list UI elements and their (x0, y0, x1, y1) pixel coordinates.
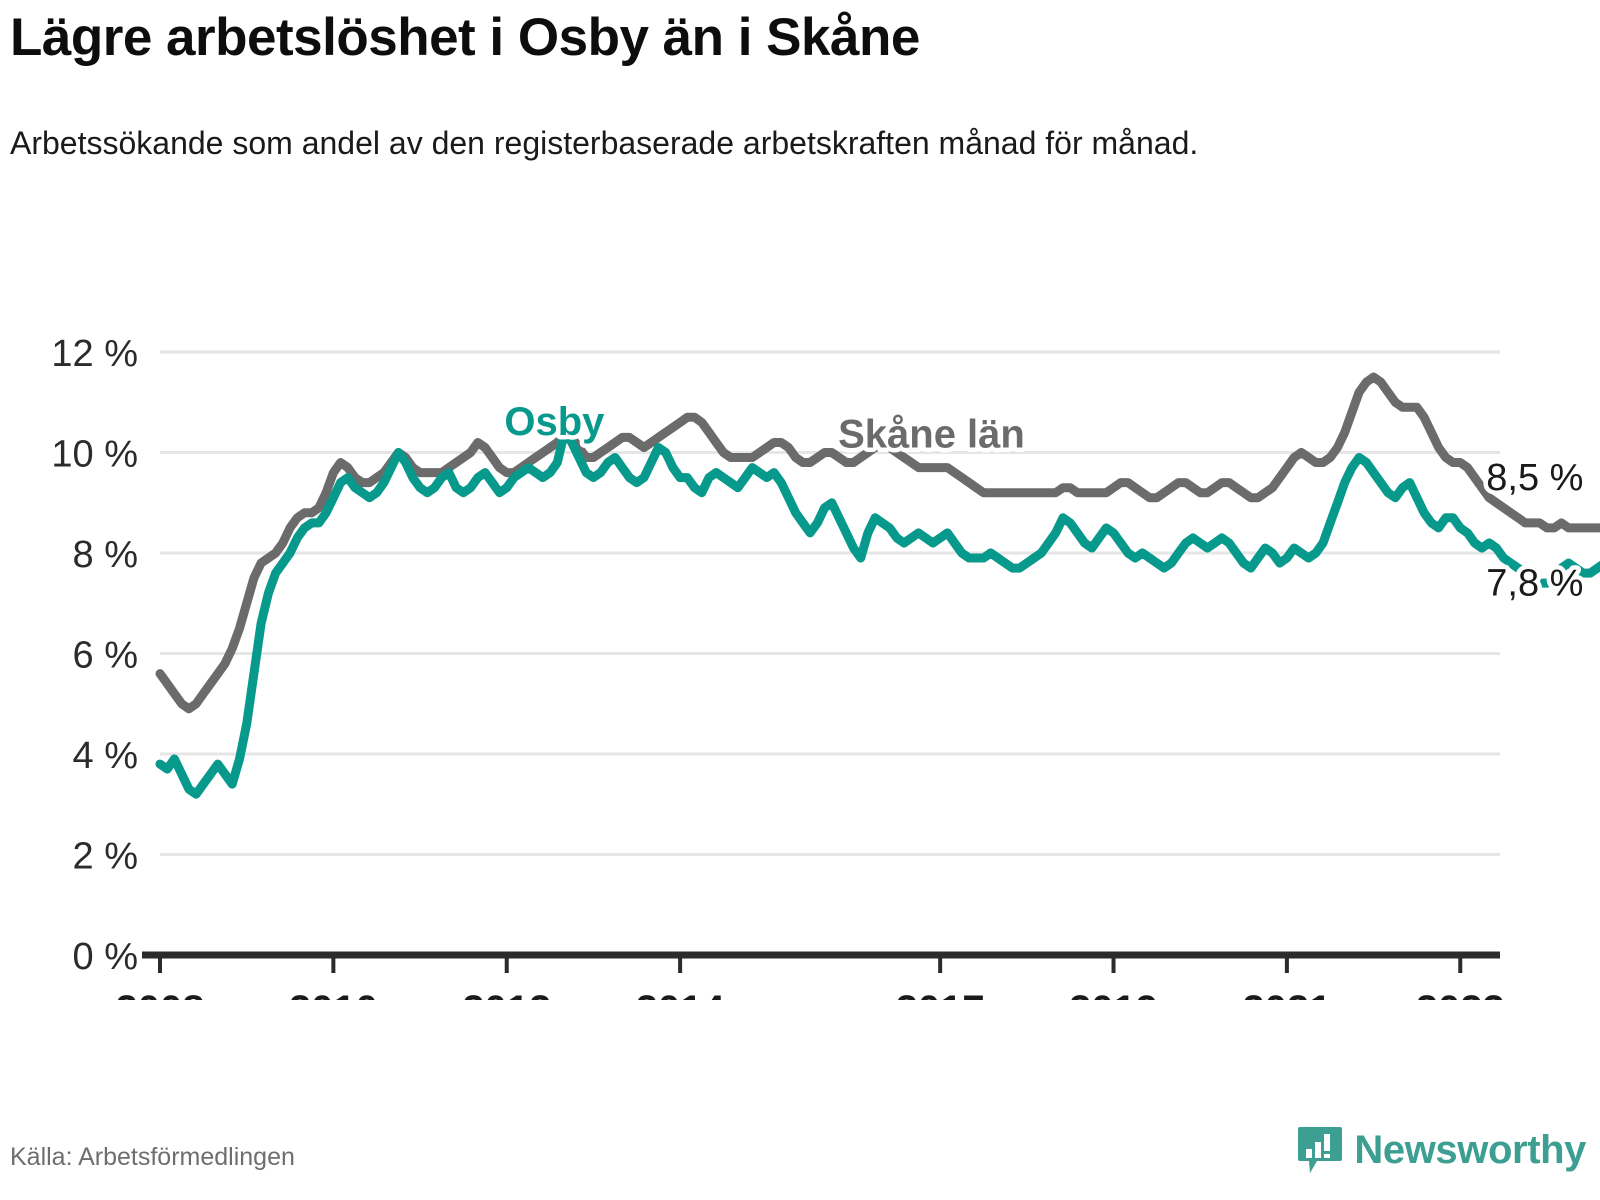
series-lines (155, 372, 1600, 799)
skane-inline-label-halo: Skåne län (838, 412, 1025, 456)
line-chart: 0 % 2 % 4 % 6 % 8 % 10 % 12 % 2008 2010 2012 2014… (51, 333, 1600, 1000)
skane-inline-label: Skåne län (838, 412, 1025, 456)
osby-inline-label-halo: Osby (504, 400, 605, 444)
x-tick-label: 2021 (1242, 988, 1331, 1000)
x-tick-label: 2014 (636, 988, 726, 1000)
osby-end-label-halo: 7,8 % (1486, 563, 1583, 605)
y-tick-label: 8 % (73, 534, 138, 576)
x-tick-label: 2008 (116, 988, 205, 1000)
y-tick-label: 6 % (73, 635, 138, 677)
x-tick-label: 2023 (1416, 988, 1505, 1000)
y-axis-tick-labels: 0 % 2 % 4 % 6 % 8 % 10 % 12 % (51, 333, 138, 978)
y-tick-label: 10 % (51, 434, 138, 476)
x-tick-label: 2010 (289, 988, 378, 1000)
bar-chart-speech-bubble-icon (1298, 1127, 1343, 1173)
brand-logo: Newsworthy (1297, 1124, 1586, 1176)
brand-name: Newsworthy (1354, 1127, 1586, 1172)
page-title: Lägre arbetslöshet i Osby än i Skåne (10, 8, 920, 67)
osby-inline-label: Osby (504, 400, 605, 444)
x-tick-label: 2012 (462, 988, 551, 1000)
chart-plot-area: 0 % 2 % 4 % 6 % 8 % 10 % 12 % 2008 2010 2012 2014… (0, 300, 1600, 1000)
source-note: Källa: Arbetsförmedlingen (10, 1143, 295, 1171)
y-tick-label: 4 % (73, 735, 138, 777)
x-tick-label: 2017 (896, 988, 985, 1000)
x-axis-tick-labels: 2008 2010 2012 2014 2017 2019 2021 2023 (116, 988, 1505, 1000)
skane-end-label-halo: 8,5 % (1486, 457, 1583, 499)
y-tick-label: 2 % (73, 836, 138, 878)
series-line (155, 427, 1600, 799)
gridlines (160, 350, 1500, 856)
x-axis (142, 951, 1500, 973)
x-tick-label: 2019 (1069, 988, 1158, 1000)
y-tick-label: 0 % (73, 936, 138, 978)
osby-end-label: 7,8 % (1486, 563, 1583, 605)
page-subtitle: Arbetssökande som andel av den registerb… (10, 125, 1199, 161)
y-tick-label: 12 % (51, 333, 138, 375)
skane-end-label: 8,5 % (1486, 457, 1583, 499)
